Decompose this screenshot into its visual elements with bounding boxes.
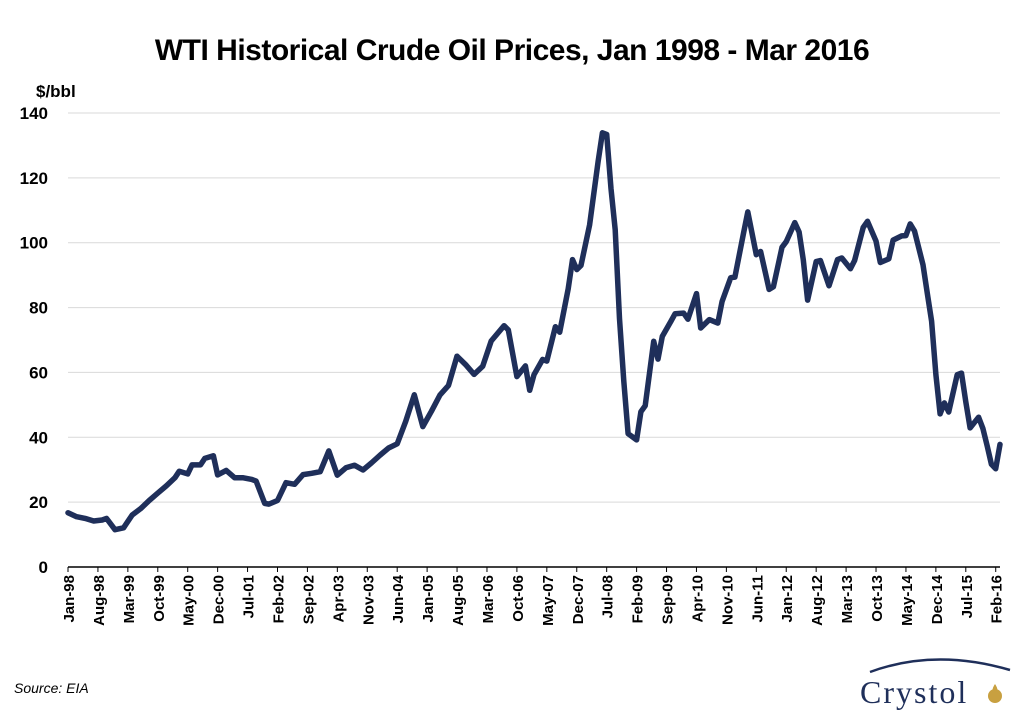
y-tick-label: 20 [29, 493, 48, 512]
x-tick-label: Oct-99 [151, 575, 168, 622]
y-tick-label: 100 [20, 234, 48, 253]
x-tick-label: Jan-12 [779, 575, 796, 623]
y-tick-label: 120 [20, 169, 48, 188]
crystol-logo: Crystol [850, 650, 1020, 712]
x-tick-label: Aug-12 [809, 575, 826, 626]
x-tick-label: May-00 [181, 575, 198, 626]
x-tick-label: Oct-06 [510, 575, 527, 622]
x-tick-label: Aug-05 [450, 575, 467, 626]
x-tick-label: Apr-10 [689, 575, 706, 623]
x-tick-label: May-14 [899, 574, 916, 626]
x-tick-labels: Jan-98 Aug-98 Mar-99 Oct-99 May-00 Dec-00 Jul-… [61, 574, 1006, 626]
logo-text: Crystol [860, 674, 969, 710]
y-tick-label: 60 [29, 363, 48, 382]
x-tick-label: Dec-00 [211, 575, 228, 624]
x-tick-label: Jul-08 [600, 575, 617, 618]
x-tick-label: Mar-06 [480, 575, 497, 623]
chart-title: WTI Historical Crude Oil Prices, Jan 199… [154, 34, 870, 67]
x-tick-label: Sep-02 [300, 575, 317, 624]
x-tick-label: Feb-16 [989, 575, 1006, 623]
x-tick-label: Jan-05 [420, 575, 437, 623]
x-tick-label: Apr-03 [330, 575, 347, 623]
gridlines [68, 112, 1000, 503]
x-tick-label: Mar-13 [839, 575, 856, 623]
source-note: Source: EIA [14, 680, 89, 696]
x-tick-label: Feb-02 [270, 575, 287, 623]
x-tick-label: Jul-01 [241, 575, 258, 618]
x-tick-label: Aug-98 [91, 575, 108, 626]
x-tick-label: Jan-98 [61, 575, 78, 623]
x-tick-label: Dec-07 [570, 575, 587, 624]
x-tick-label: Jul-15 [959, 575, 976, 618]
x-tick-label: Dec-14 [929, 574, 946, 624]
x-tick-label: Mar-99 [121, 575, 138, 623]
logo-swoosh [869, 658, 1011, 703]
x-tick-label: Jun-04 [390, 574, 407, 623]
y-tick-label: 40 [29, 428, 48, 447]
y-axis-label: $/bbl [36, 82, 76, 101]
y-tick-label: 0 [39, 558, 48, 577]
x-tick-label: Jun-11 [749, 575, 766, 623]
y-tick-label: 140 [20, 104, 48, 123]
y-tick-labels: 0 20 40 60 80 100 120 140 [20, 104, 48, 577]
x-tick-label: May-07 [540, 575, 557, 626]
x-tick-label: Sep-09 [660, 575, 677, 624]
series-line [65, 130, 1003, 533]
x-tick-label: Feb-09 [630, 575, 647, 623]
x-tick-label: Nov-03 [360, 575, 377, 625]
x-tick-label: Oct-13 [869, 575, 886, 622]
x-axis [67, 566, 1000, 572]
x-tick-label: Nov-10 [719, 575, 736, 625]
y-tick-label: 80 [29, 299, 48, 318]
